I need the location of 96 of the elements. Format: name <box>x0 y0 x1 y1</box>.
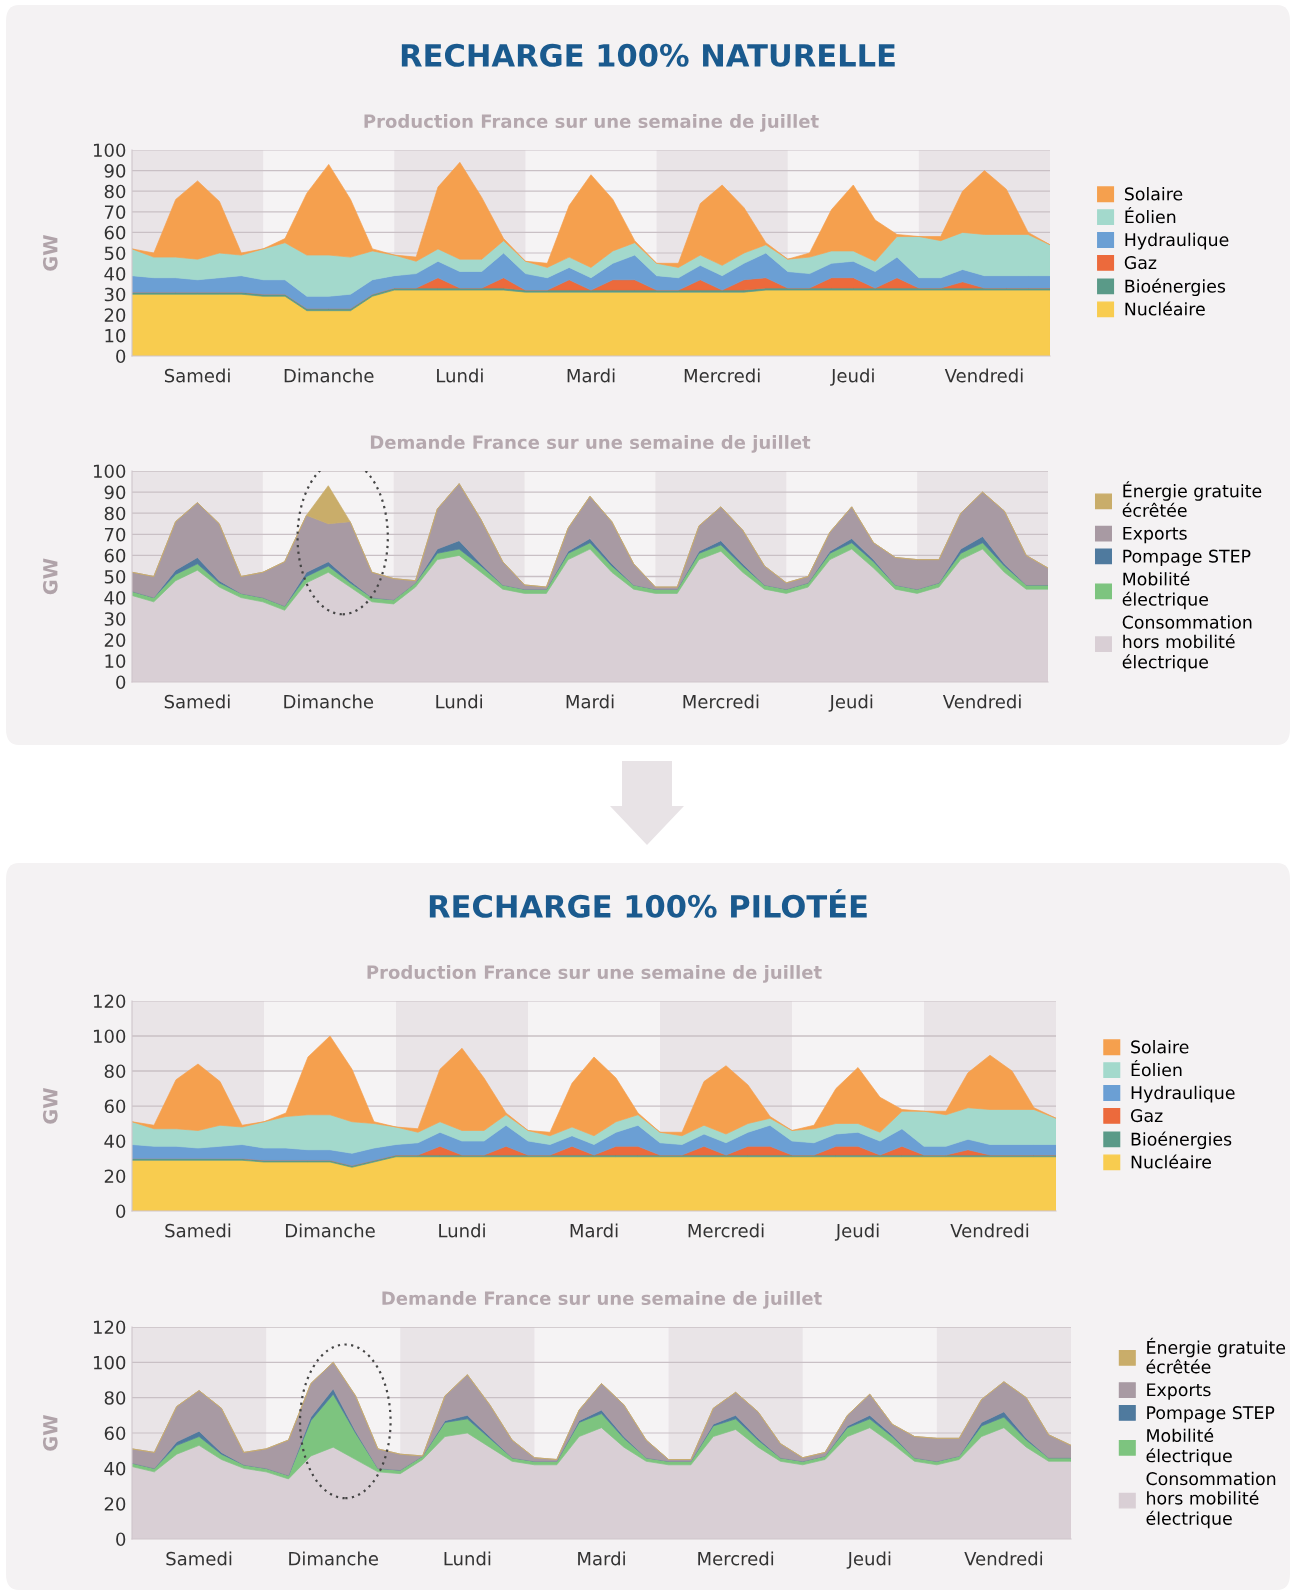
x-tick-label: Vendredi <box>944 368 1023 383</box>
x-tick-label: Dimanche <box>284 368 374 383</box>
y-tick-label: 10 <box>105 654 126 669</box>
legend-label: Pompage STEP <box>1147 1406 1275 1423</box>
y-tick-label: 120 <box>93 994 126 1009</box>
x-tick-label: Vendredi <box>950 1223 1029 1238</box>
y-tick-label: 50 <box>104 246 126 261</box>
legend-label: Énergie gratuite écrêtée <box>1122 481 1262 517</box>
x-tick-label: Lundi <box>436 694 482 709</box>
legend-label: Hydraulique <box>1125 232 1229 250</box>
chart-title: Production France sur une semaine de juillet <box>367 965 822 983</box>
y-tick-label: 90 <box>104 485 126 500</box>
x-tick-label: Mardi <box>566 694 614 709</box>
x-tick-label: Dimanche <box>286 1223 375 1238</box>
y-tick-label: 40 <box>104 1134 126 1149</box>
y-tick-label: 0 <box>116 1204 126 1219</box>
x-tick-label: Dimanche <box>289 1551 378 1566</box>
legend-label: Exports <box>1147 1383 1211 1400</box>
y-tick-label: 50 <box>104 569 126 584</box>
y-tick-label: 60 <box>104 1426 126 1441</box>
x-tick-label: Mercredi <box>683 694 759 709</box>
legend-label: Bioénergies <box>1125 278 1226 297</box>
y-tick-label: 80 <box>104 1064 126 1079</box>
y-tick-label: 40 <box>104 267 126 281</box>
text: RECHARGE 100% PILOTÉE <box>429 889 867 918</box>
legend-label: Éolien <box>1131 1060 1182 1077</box>
x-tick-label: Jeudi <box>846 1551 891 1569</box>
y-tick-label: 20 <box>104 1169 126 1184</box>
y-axis-title: GW <box>42 558 58 595</box>
y-tick-label: 30 <box>104 612 126 626</box>
legend-label: Bioénergies <box>1131 1131 1232 1150</box>
x-tick-label: Jeudi <box>830 368 874 386</box>
y-tick-label: 60 <box>104 225 126 240</box>
x-tick-label: Samedi <box>165 1223 231 1238</box>
y-tick-label: 20 <box>104 308 126 322</box>
y-tick-label: 10 <box>105 328 126 343</box>
y-tick-label: 120 <box>93 1320 126 1335</box>
y-tick-label: 0 <box>116 675 126 690</box>
legend-label: Consommation hors mobilité électrique <box>1122 615 1252 672</box>
y-tick-label: 100 <box>93 1355 126 1370</box>
y-tick-label: 30 <box>104 287 126 302</box>
y-tick-label: 40 <box>104 1461 126 1476</box>
legend-label: Nucléaire <box>1125 301 1205 316</box>
x-tick-label: Samedi <box>164 694 230 709</box>
y-tick-label: 100 <box>93 143 126 158</box>
x-tick-label: Mercredi <box>688 1223 764 1238</box>
legend-label: Mobilité électrique <box>1122 571 1209 610</box>
y-axis-title: GW <box>42 1087 58 1124</box>
x-tick-label: Mardi <box>570 1223 618 1238</box>
y-tick-label: 70 <box>104 205 126 219</box>
legend-label: Solaire <box>1131 1040 1189 1054</box>
y-tick-label: 90 <box>104 164 126 178</box>
y-tick-label: 100 <box>93 464 126 479</box>
chart-title: Production France sur une semaine de juillet <box>364 114 819 132</box>
y-tick-label: 100 <box>93 1029 126 1044</box>
legend-label: Éolien <box>1125 207 1176 224</box>
legend-label: Mobilité électrique <box>1146 1427 1232 1466</box>
legend-label: Nucléaire <box>1131 1154 1212 1169</box>
x-tick-label: Lundi <box>439 1223 485 1238</box>
y-tick-label: 0 <box>116 1532 126 1547</box>
x-tick-label: Mardi <box>567 368 615 383</box>
x-tick-label: Samedi <box>166 1551 232 1566</box>
y-tick-label: 70 <box>104 527 126 542</box>
legend-label: Hydraulique <box>1131 1085 1235 1103</box>
y-tick-label: 80 <box>104 184 126 199</box>
y-tick-label: 0 <box>116 349 126 364</box>
x-tick-label: Jeudi <box>834 1223 879 1241</box>
y-tick-label: 40 <box>104 591 126 605</box>
y-tick-label: 60 <box>104 1099 126 1114</box>
x-tick-label: Samedi <box>164 368 230 383</box>
legend-label: Gaz <box>1130 1109 1163 1123</box>
y-tick-label: 20 <box>104 633 126 647</box>
y-axis-title: GW <box>42 234 58 271</box>
chart-title: Demande France sur une semaine de juillet <box>382 1291 822 1309</box>
x-tick-label: Dimanche <box>284 694 374 709</box>
y-tick-label: 20 <box>104 1497 126 1511</box>
legend-label: Gaz <box>1124 256 1157 270</box>
y-tick-label: 80 <box>104 506 126 521</box>
x-tick-label: Mardi <box>578 1551 625 1566</box>
chart-title: Demande France sur une semaine de juillet <box>370 435 811 453</box>
x-tick-label: Lundi <box>437 368 483 383</box>
x-tick-label: Jeudi <box>828 694 873 712</box>
legend-label: Solaire <box>1124 187 1183 201</box>
legend-label: Consommation hors mobilité électrique <box>1146 1471 1276 1529</box>
x-tick-label: Lundi <box>444 1551 491 1566</box>
x-tick-label: Mercredi <box>698 1551 774 1566</box>
y-tick-label: 60 <box>104 548 126 563</box>
legend-label: Énergie gratuite écrêtée <box>1146 1337 1286 1374</box>
text: RECHARGE 100% NATURELLE <box>401 43 895 67</box>
y-axis-title: GW <box>42 1414 58 1451</box>
legend-label: Exports <box>1123 526 1187 544</box>
legend-label: Pompage STEP <box>1123 549 1251 567</box>
y-tick-label: 80 <box>104 1391 126 1405</box>
x-tick-label: Vendredi <box>964 1551 1043 1566</box>
x-tick-label: Vendredi <box>942 694 1021 709</box>
x-tick-label: Mercredi <box>684 368 760 383</box>
